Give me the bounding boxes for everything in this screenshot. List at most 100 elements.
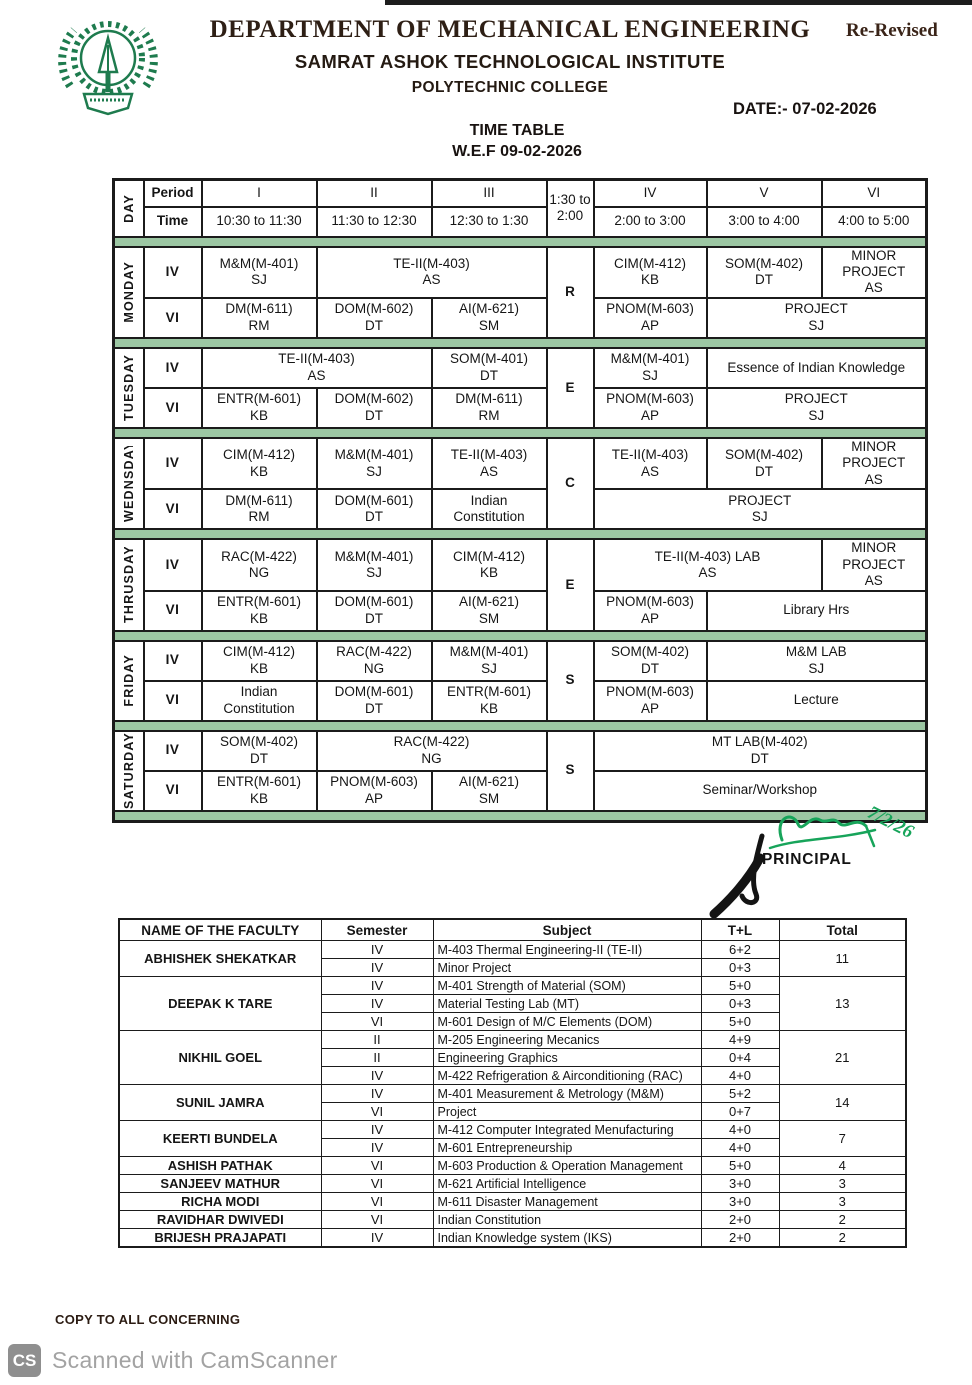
faculty-hours: 5+0 bbox=[700, 1012, 780, 1031]
day-label-wednesday: WEDNSDAY bbox=[112, 436, 145, 531]
faculty-subject: Indian Knowledge system (IKS) bbox=[432, 1228, 702, 1248]
period-time: 3:00 to 4:00 bbox=[705, 205, 823, 238]
faculty-name: SUNIL JAMRA bbox=[118, 1084, 322, 1121]
class-cell: ENTR(M-601) KB bbox=[200, 589, 318, 632]
day-column-header: DAY bbox=[112, 178, 145, 238]
faculty-semester: IV bbox=[320, 1120, 434, 1139]
faculty-total: 21 bbox=[778, 1030, 907, 1085]
day-separator-stripe bbox=[113, 528, 927, 541]
period-number: VI bbox=[820, 178, 928, 208]
class-cell: CIM(M-412) KB bbox=[430, 538, 548, 592]
semester-row-label: IV bbox=[142, 538, 203, 592]
day-separator-stripe bbox=[113, 629, 927, 642]
day-separator-stripe bbox=[113, 336, 927, 349]
class-cell: PNOM(M-603) AP bbox=[592, 296, 708, 339]
table-row: SANJEEV MATHUR VI M-621 Artificial Intel… bbox=[118, 1174, 907, 1193]
day-name: THRUSDAY bbox=[122, 547, 136, 624]
day-label-friday: FRIDAY bbox=[112, 639, 145, 722]
faculty-semester: VI bbox=[320, 1012, 434, 1031]
day-separator-stripe bbox=[113, 235, 927, 248]
table-row: SUNIL JAMRA IV M-401 Measurement & Metro… bbox=[118, 1084, 907, 1121]
table-row: IV Material Testing Lab (MT) 0+3 bbox=[119, 994, 906, 1013]
faculty-subject: M-601 Entrepreneurship bbox=[432, 1138, 702, 1157]
day-separator-stripe bbox=[113, 719, 927, 732]
faculty-hours: 6+2 bbox=[700, 940, 780, 959]
semester-row-label: VI bbox=[142, 589, 203, 632]
day-header-label: DAY bbox=[122, 193, 136, 223]
faculty-hours: 5+0 bbox=[700, 1156, 780, 1175]
table-row: RAVIDHAR DWIVEDI VI Indian Constitution … bbox=[118, 1210, 907, 1229]
faculty-hours: 4+0 bbox=[700, 1066, 780, 1085]
day-name: FRIDAY bbox=[122, 654, 136, 708]
faculty-total: 13 bbox=[778, 976, 907, 1031]
faculty-total: 3 bbox=[778, 1192, 907, 1211]
faculty-semester: VI bbox=[320, 1156, 434, 1175]
effective-date: W.E.F 09-02-2026 bbox=[452, 143, 582, 160]
day-label-monday: MONDAY bbox=[112, 245, 145, 339]
faculty-subject: M-401 Strength of Material (SOM) bbox=[432, 976, 702, 995]
letterhead: DEPARTMENT OF MECHANICAL ENGINEERING SAM… bbox=[200, 16, 820, 97]
faculty-total: 2 bbox=[778, 1210, 907, 1229]
period-number: III bbox=[430, 178, 548, 208]
table-row: BRIJESH PRAJAPATI IV Indian Knowledge sy… bbox=[118, 1228, 907, 1248]
timetable: DAY Period I II III 1:30 to 2:00 IV V VI… bbox=[112, 178, 928, 823]
faculty-subject: Indian Constitution bbox=[432, 1210, 702, 1229]
class-cell: RAC(M-422) NG bbox=[200, 538, 318, 592]
semester-row-label: VI bbox=[142, 386, 203, 429]
principal-signature bbox=[709, 815, 877, 919]
faculty-subject: M-603 Production & Operation Management bbox=[432, 1156, 702, 1175]
class-cell: SOM(M-402) DT bbox=[705, 436, 823, 491]
class-cell: PNOM(M-603) AP bbox=[592, 589, 708, 632]
class-cell: PNOM(M-603) AP bbox=[592, 386, 708, 429]
table-row: ASHISH PATHAK VI M-603 Production & Oper… bbox=[118, 1156, 907, 1175]
faculty-semester: II bbox=[320, 1048, 434, 1067]
class-cell: M&M(M-401) SJ bbox=[315, 436, 433, 491]
period-time: 2:00 to 3:00 bbox=[592, 205, 708, 238]
class-cell: TE-II(M-403) AS bbox=[430, 436, 548, 491]
recess-letter: R bbox=[545, 245, 595, 339]
faculty-subject: M-401 Measurement & Metrology (M&M) bbox=[432, 1084, 702, 1103]
faculty-workload-table: NAME OF THE FACULTY Semester Subject T+L… bbox=[118, 918, 907, 1248]
column-header: Total bbox=[778, 918, 907, 941]
day-label-tuesday: TUESDAY bbox=[112, 346, 145, 429]
class-cell: DOM(M-601) DT bbox=[315, 488, 433, 531]
semester-row-label: VI bbox=[142, 296, 203, 339]
faculty-name: NIKHIL GOEL bbox=[118, 1030, 322, 1085]
faculty-name: BRIJESH PRAJAPATI bbox=[118, 1228, 322, 1248]
class-cell: ENTR(M-601) KB bbox=[430, 679, 548, 722]
class-cell: PNOM(M-603) AP bbox=[592, 679, 708, 722]
recess-letter: S bbox=[545, 729, 595, 812]
class-cell: PNOM(M-603) AP bbox=[315, 769, 433, 812]
faculty-hours: 0+3 bbox=[700, 994, 780, 1013]
faculty-subject: M-601 Design of M/C Elements (DOM) bbox=[432, 1012, 702, 1031]
class-cell: M&M(M-401) SJ bbox=[592, 346, 708, 389]
faculty-subject: M-403 Thermal Engineering-II (TE-II) bbox=[432, 940, 702, 959]
recess-letter: S bbox=[545, 639, 595, 722]
faculty-subject: M-611 Disaster Management bbox=[432, 1192, 702, 1211]
faculty-subject: Minor Project bbox=[432, 958, 702, 977]
class-cell: CIM(M-412) KB bbox=[200, 436, 318, 491]
faculty-total: 4 bbox=[778, 1156, 907, 1175]
semester-row-label: IV bbox=[142, 729, 203, 772]
faculty-hours: 0+3 bbox=[700, 958, 780, 977]
semester-row-label: VI bbox=[142, 769, 203, 812]
period-number: II bbox=[315, 178, 433, 208]
day-name: MONDAY bbox=[122, 261, 136, 323]
institute-name: SAMRAT ASHOK TECHNOLOGICAL INSTITUTE bbox=[294, 51, 726, 72]
faculty-semester: IV bbox=[320, 1138, 434, 1157]
class-cell: MINOR PROJECT AS bbox=[820, 436, 928, 491]
class-cell: ENTR(M-601) KB bbox=[200, 386, 318, 429]
faculty-subject: M-205 Engineering Mecanics bbox=[432, 1030, 702, 1049]
class-cell: Lecture bbox=[705, 679, 928, 722]
class-cell: TE-II(M-403) AS bbox=[592, 436, 708, 491]
class-cell: Seminar/Workshop bbox=[592, 769, 928, 812]
period-time: 10:30 to 11:30 bbox=[200, 205, 318, 238]
faculty-name: ASHISH PATHAK bbox=[118, 1156, 322, 1175]
class-cell: SOM(M-402) DT bbox=[705, 245, 823, 299]
column-header: Semester bbox=[320, 918, 434, 941]
camscanner-text: Scanned with CamScanner bbox=[52, 1347, 338, 1373]
class-cell: DOM(M-602) DT bbox=[315, 386, 433, 429]
camscanner-badge-icon: CS bbox=[8, 1344, 41, 1377]
class-cell: AI(M-621) SM bbox=[430, 589, 548, 632]
